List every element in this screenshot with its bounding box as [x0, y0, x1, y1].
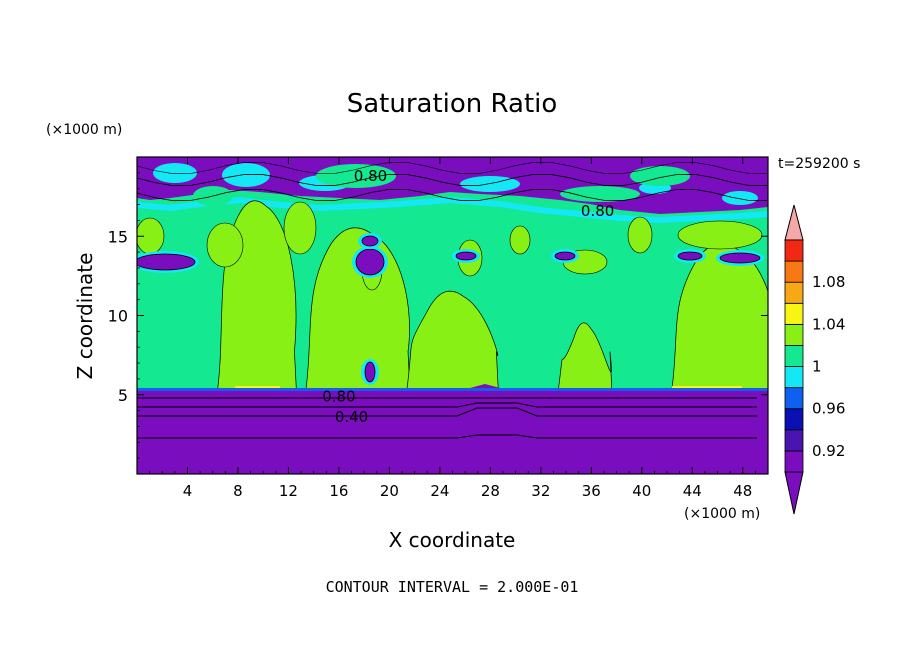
- y-tick-label: 15: [108, 227, 128, 246]
- contour-label: 0.40: [335, 408, 368, 426]
- time-label: t=259200 s: [778, 156, 860, 172]
- colorbar-segment: [784, 429, 804, 452]
- contour-interval-label: CONTOUR INTERVAL = 2.000E-01: [326, 578, 579, 596]
- contour-line: [137, 162, 768, 174]
- x-tick-label: 44: [683, 482, 702, 500]
- y-tick-label: 10: [108, 307, 128, 326]
- colorbar-label: 1.04: [812, 315, 845, 333]
- dry-patch: [677, 251, 703, 261]
- dry-patch: [137, 253, 196, 271]
- y-unit-label: (×1000 m): [46, 122, 122, 138]
- inversion-edge: [137, 388, 768, 391]
- dry-patch: [719, 252, 761, 264]
- upper-teal-patch: [316, 164, 396, 188]
- upper-moist-patch: [153, 163, 197, 183]
- x-tick-label: 32: [531, 482, 550, 500]
- lime-patch: [509, 225, 531, 255]
- x-axis: 4 8 12 16 20 24 28 32 36 40 44 48: [149, 157, 756, 500]
- chart-title: Saturation Ratio: [347, 89, 558, 119]
- x-tick-label: 20: [380, 482, 399, 500]
- contour-label: 0.80: [322, 387, 355, 405]
- lime-plume: [557, 322, 613, 392]
- colorbar-segment: [784, 281, 804, 304]
- colorbar-segment: [784, 450, 804, 473]
- colorbar-segment: [784, 260, 804, 283]
- colorbar-segment: [784, 302, 804, 325]
- colorbar-label: 0.92: [812, 442, 845, 460]
- colorbar-segment: [784, 239, 804, 262]
- dry-patch: [554, 251, 576, 261]
- x-tick-label: 36: [582, 482, 601, 500]
- contour-line: [137, 397, 757, 399]
- colorbar: 0.92 0.96 1 1.04 1.08: [784, 204, 845, 515]
- contour-line: [137, 188, 768, 202]
- y-axis: 5 10 15: [108, 172, 768, 459]
- x-tick-label: 48: [733, 482, 752, 500]
- upper-teal-patch: [560, 186, 640, 202]
- dry-patch: [364, 361, 376, 383]
- x-tick-label: 4: [183, 482, 193, 500]
- contour-line: [137, 434, 757, 439]
- contour-line: [137, 402, 757, 408]
- lime-patch: [627, 216, 653, 254]
- lime-plume: [406, 290, 499, 392]
- contour-line: [137, 407, 757, 417]
- contour-label: 0.80: [354, 167, 387, 185]
- colorbar-under-arrow: [784, 471, 804, 515]
- contour-line: [137, 173, 768, 187]
- y-axis-title: Z coordinate: [73, 253, 97, 380]
- dry-patch: [361, 235, 379, 247]
- contour-field: [137, 157, 768, 474]
- colorbar-segment: [784, 345, 804, 367]
- contour-label: 0.80: [581, 202, 614, 220]
- x-unit-label: (×1000 m): [684, 506, 760, 522]
- colorbar-over-arrow: [784, 204, 804, 241]
- dry-patch: [455, 251, 477, 261]
- colorbar-segment: [784, 366, 804, 389]
- x-tick-label: 8: [233, 482, 243, 500]
- upper-moist-patch: [222, 163, 270, 187]
- upper-moist-patch: [722, 191, 758, 205]
- colorbar-label: 1.08: [812, 273, 845, 291]
- y-tick-label: 5: [118, 386, 128, 405]
- colorbar-segment: [784, 323, 804, 346]
- x-axis-title: X coordinate: [389, 528, 516, 552]
- colorbar-segment: [784, 408, 804, 431]
- x-tick-label: 12: [279, 482, 298, 500]
- lime-patch: [283, 201, 317, 255]
- lime-patch: [206, 222, 244, 268]
- x-tick-label: 24: [430, 482, 449, 500]
- colorbar-label: 0.96: [812, 400, 845, 418]
- contour-labels: 0.80 0.80 0.80 0.40: [322, 167, 614, 426]
- x-tick-label: 40: [632, 482, 651, 500]
- lime-patch: [677, 220, 763, 250]
- supersat-strip: [235, 386, 280, 388]
- colorbar-segment: [784, 387, 804, 410]
- x-tick-label: 28: [481, 482, 500, 500]
- dry-patch: [355, 248, 385, 276]
- colorbar-label: 1: [812, 358, 822, 376]
- supersat-strip: [672, 386, 742, 388]
- x-tick-label: 16: [329, 482, 348, 500]
